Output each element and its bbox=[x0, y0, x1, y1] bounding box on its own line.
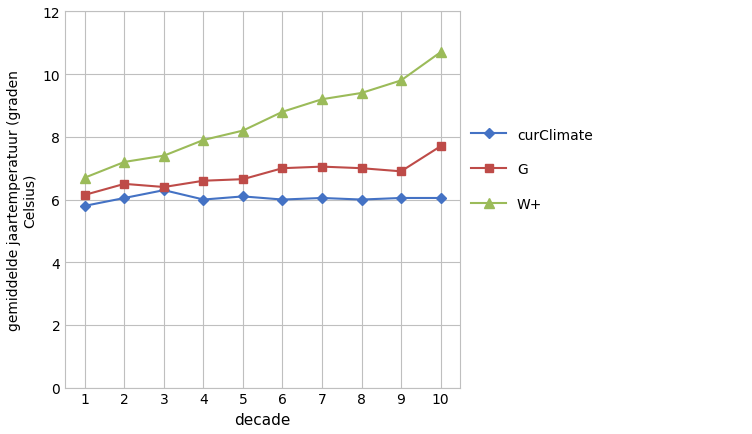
X-axis label: decade: decade bbox=[235, 412, 291, 427]
W+ bbox=[120, 160, 129, 165]
G bbox=[396, 169, 405, 174]
G bbox=[357, 166, 366, 171]
W+ bbox=[357, 91, 366, 96]
curClimate bbox=[317, 196, 326, 201]
curClimate bbox=[120, 196, 129, 201]
curClimate bbox=[80, 204, 89, 209]
G bbox=[120, 182, 129, 187]
W+ bbox=[396, 79, 405, 84]
W+ bbox=[199, 138, 208, 143]
G bbox=[317, 164, 326, 170]
W+ bbox=[317, 97, 326, 102]
G bbox=[278, 166, 287, 171]
G bbox=[199, 179, 208, 184]
W+ bbox=[278, 110, 287, 115]
Line: W+: W+ bbox=[80, 48, 445, 183]
curClimate bbox=[199, 197, 208, 203]
curClimate bbox=[278, 197, 287, 203]
W+ bbox=[159, 154, 168, 159]
G bbox=[80, 193, 89, 198]
Line: curClimate: curClimate bbox=[81, 187, 444, 210]
curClimate bbox=[357, 197, 366, 203]
Line: G: G bbox=[80, 143, 444, 200]
G bbox=[436, 144, 445, 149]
Y-axis label: gemiddelde jaartemperatuur (graden
Celsius): gemiddelde jaartemperatuur (graden Celsi… bbox=[7, 70, 37, 330]
W+ bbox=[80, 176, 89, 181]
curClimate bbox=[159, 188, 168, 193]
Legend: curClimate, G, W+: curClimate, G, W+ bbox=[472, 128, 593, 212]
curClimate bbox=[436, 196, 445, 201]
G bbox=[159, 185, 168, 190]
W+ bbox=[436, 50, 445, 56]
G bbox=[238, 177, 247, 182]
curClimate bbox=[396, 196, 405, 201]
W+ bbox=[238, 128, 247, 134]
curClimate bbox=[238, 194, 247, 200]
